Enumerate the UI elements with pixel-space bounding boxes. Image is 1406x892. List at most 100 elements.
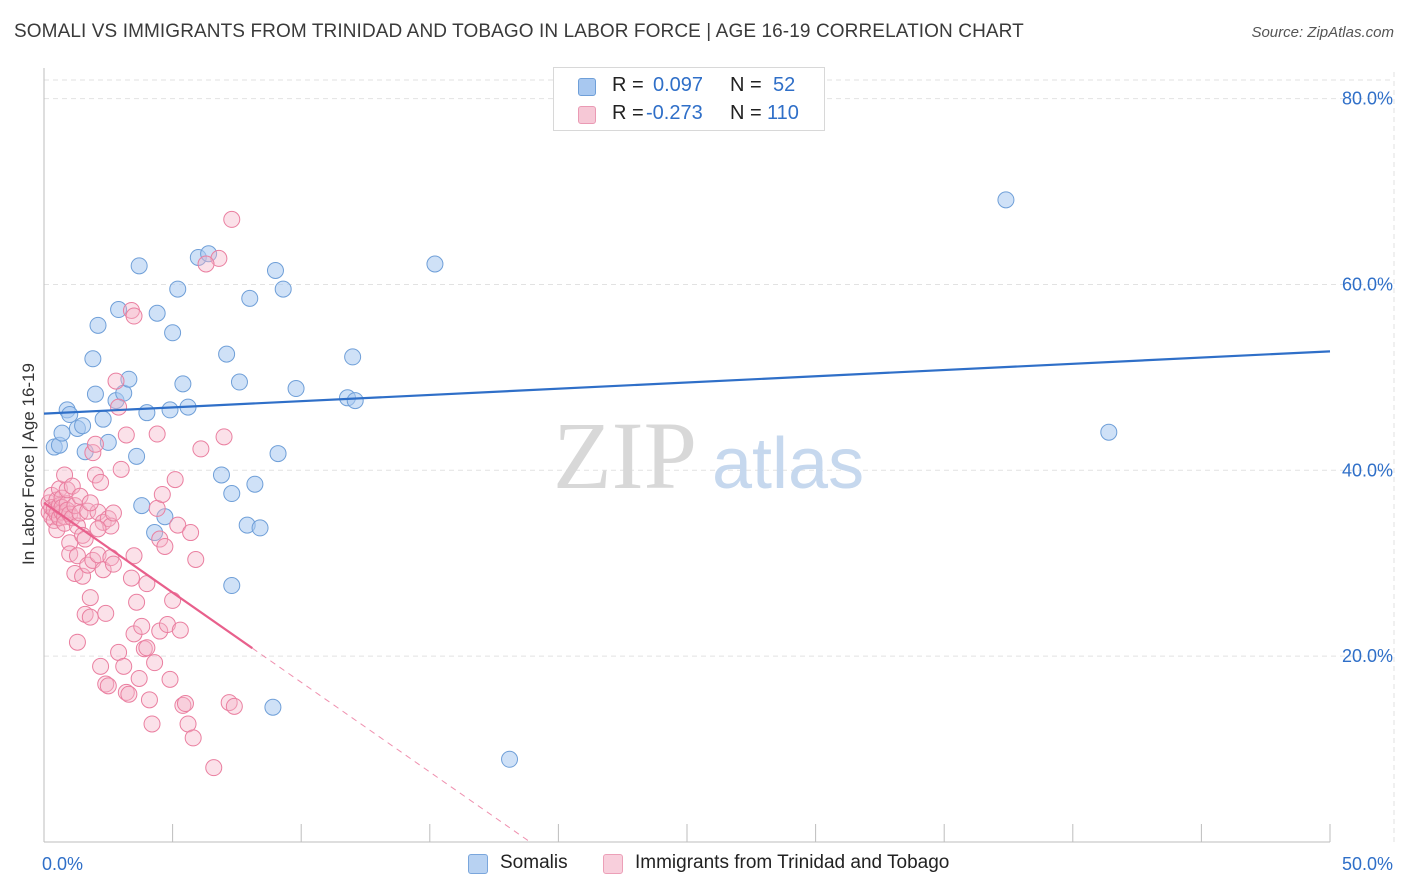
watermark-zip: ZIP	[553, 402, 697, 509]
point-somalis	[230, 373, 248, 391]
point-trinidad	[74, 567, 92, 585]
point-trinidad	[161, 670, 179, 688]
point-trinidad	[86, 435, 104, 453]
point-trinidad	[112, 460, 130, 478]
point-trinidad	[182, 524, 200, 542]
point-somalis	[86, 385, 104, 403]
point-somalis	[200, 245, 218, 263]
point-trinidad	[89, 520, 107, 538]
point-somalis	[251, 519, 269, 537]
point-somalis	[94, 410, 112, 428]
point-trinidad	[104, 555, 122, 573]
legend-swatch-pink	[578, 106, 596, 124]
point-somalis	[287, 380, 305, 398]
r-label: R =	[612, 102, 644, 124]
point-somalis	[89, 316, 107, 334]
point-somalis	[346, 392, 364, 410]
point-trinidad	[128, 593, 146, 611]
point-trinidad	[107, 372, 125, 390]
legend-swatch-pink	[603, 854, 623, 874]
source-label: Source: ZipAtlas.com	[1251, 24, 1394, 41]
point-somalis	[84, 350, 102, 368]
point-somalis	[169, 280, 187, 298]
point-trinidad	[79, 556, 97, 574]
point-trinidad	[153, 485, 171, 503]
point-trinidad	[210, 249, 228, 267]
point-trinidad	[92, 657, 110, 675]
point-somalis	[133, 497, 151, 515]
point-trinidad	[148, 425, 166, 443]
point-trinidad	[223, 210, 241, 228]
point-somalis	[426, 255, 444, 273]
point-trinidad	[94, 561, 112, 579]
point-trinidad	[215, 428, 233, 446]
trend-lines	[43, 350, 1331, 843]
point-somalis	[344, 348, 362, 366]
point-trinidad	[138, 639, 156, 657]
point-trinidad	[68, 633, 86, 651]
point-trinidad	[104, 504, 122, 522]
watermark: ZIP atlas	[553, 402, 864, 509]
point-trinidad	[125, 547, 143, 565]
point-somalis	[264, 698, 282, 716]
point-trinidad	[81, 589, 99, 607]
n-label: N =	[730, 74, 762, 96]
point-trinidad	[115, 657, 133, 675]
r-value: -0.273	[646, 102, 703, 124]
chart-title: SOMALI VS IMMIGRANTS FROM TRINIDAD AND T…	[14, 21, 1024, 42]
n-value: 110	[767, 102, 799, 124]
point-trinidad	[76, 605, 94, 623]
grid-lines	[44, 72, 1395, 842]
point-trinidad	[97, 604, 115, 622]
point-trinidad	[176, 695, 194, 713]
point-trinidad	[125, 307, 143, 325]
point-somalis	[266, 262, 284, 279]
point-trinidad	[99, 677, 117, 695]
point-somalis	[246, 475, 264, 493]
point-somalis	[174, 375, 192, 393]
point-somalis	[223, 485, 241, 503]
point-trinidad	[133, 617, 151, 635]
point-trinidad	[130, 669, 148, 687]
point-trinidad	[184, 729, 202, 747]
trend-line-somalis	[43, 350, 1331, 415]
point-somalis	[269, 445, 287, 463]
tick-labels: 20.0% 40.0% 60.0% 80.0% 0.0% 50.0%	[42, 89, 1393, 874]
point-trinidad	[156, 537, 174, 555]
point-trinidad	[225, 697, 243, 715]
y-tick-label: 40.0%	[1342, 460, 1393, 480]
point-trinidad	[76, 530, 94, 548]
point-somalis	[61, 406, 79, 424]
x-tick-label: 50.0%	[1342, 854, 1393, 874]
point-somalis	[99, 433, 117, 451]
point-trinidad	[110, 398, 128, 416]
x-tick-label: 0.0%	[42, 854, 83, 874]
point-somalis	[148, 304, 166, 322]
legend-label-somalis: Somalis	[500, 852, 568, 873]
point-somalis	[997, 191, 1015, 209]
point-somalis	[130, 257, 148, 275]
point-trinidad	[97, 675, 115, 693]
point-trinidad	[122, 569, 140, 587]
axes	[43, 68, 1331, 843]
point-somalis	[53, 424, 71, 442]
correlation-legend: R = 0.097 N = 52 R = -0.273 N = 110	[553, 67, 825, 131]
legend-label-trinidad: Immigrants from Trinidad and Tobago	[635, 852, 950, 873]
point-somalis	[241, 289, 259, 307]
point-trinidad	[81, 608, 99, 626]
point-somalis	[164, 324, 182, 342]
point-somalis	[274, 280, 292, 298]
n-label: N =	[730, 102, 762, 124]
point-trinidad	[102, 517, 120, 535]
point-trinidad	[71, 487, 89, 505]
point-trinidad	[117, 683, 135, 701]
point-somalis	[110, 301, 128, 319]
y-tick-label: 20.0%	[1342, 646, 1393, 666]
legend-swatch-blue	[578, 78, 596, 96]
r-value: 0.097	[653, 74, 704, 96]
trend-line-trinidad	[43, 501, 253, 650]
point-trinidad	[169, 516, 187, 534]
point-somalis	[218, 345, 236, 363]
point-trinidad	[205, 759, 223, 777]
